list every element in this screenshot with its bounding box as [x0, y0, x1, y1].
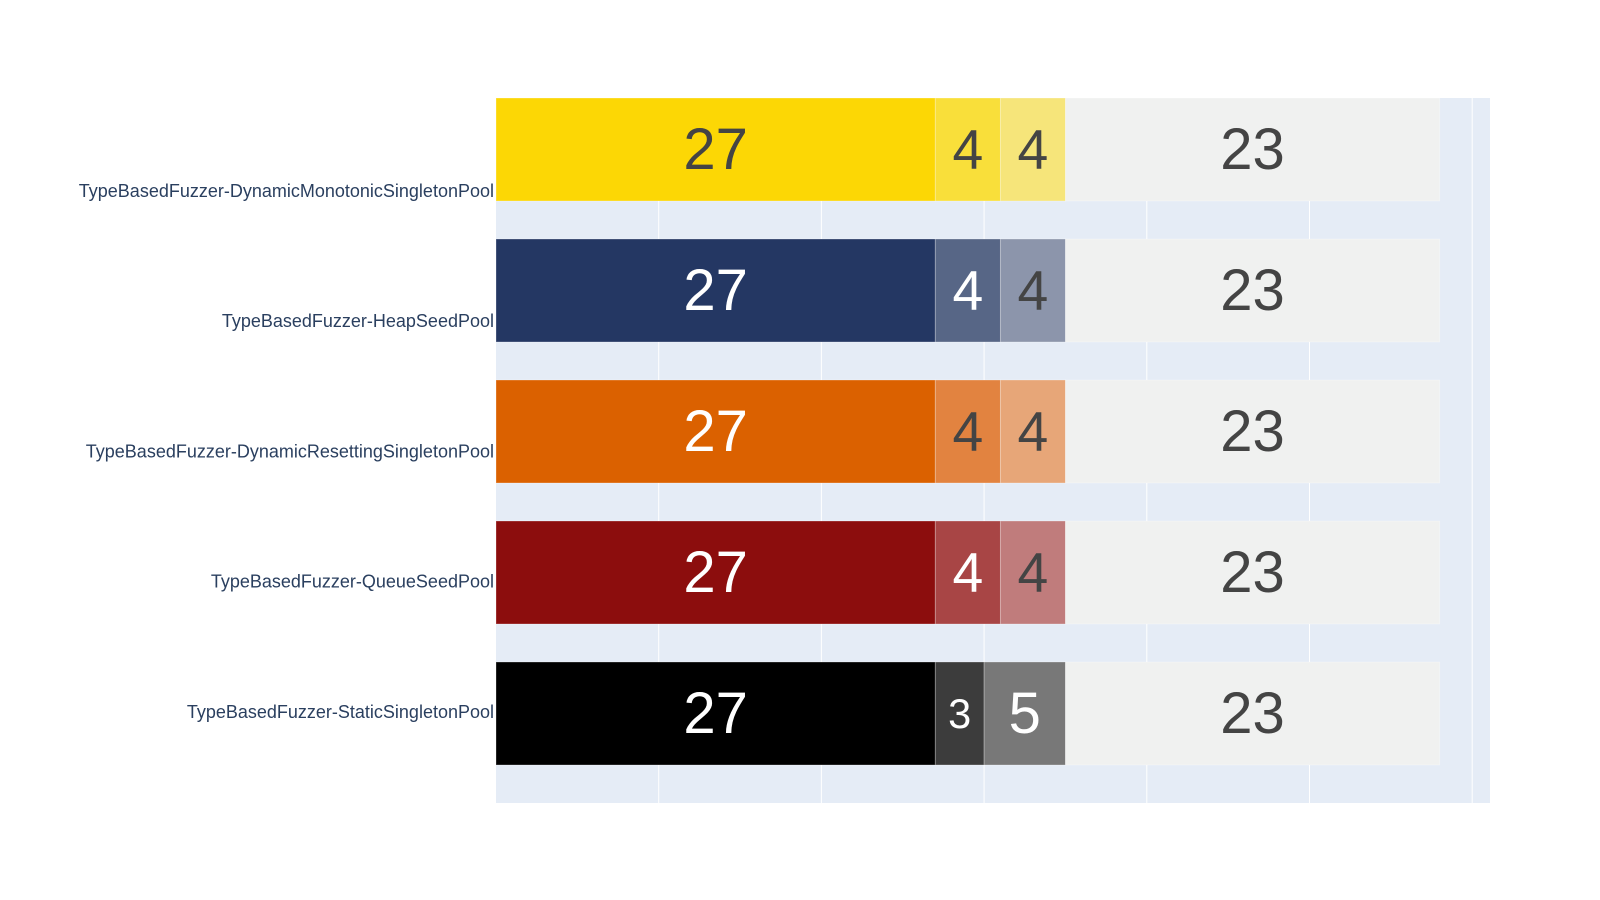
bar-value-label: 3: [948, 690, 971, 737]
bar-segment: [1065, 520, 1441, 625]
bar-value-label: 4: [1018, 542, 1049, 604]
bar-segment: [934, 97, 1001, 202]
bar-segment: [495, 520, 936, 625]
bar-segment: [934, 379, 1001, 484]
bar-segment: [999, 238, 1066, 343]
bar-segment: [934, 520, 1001, 625]
y-tick-label: TypeBasedFuzzer-DynamicMonotonicSingleto…: [79, 181, 494, 201]
bars: [495, 97, 1441, 766]
bar-segment: [1065, 379, 1441, 484]
bar-value-label: 27: [683, 117, 748, 182]
bar-value-label: 23: [1220, 258, 1285, 323]
bar-segment: [934, 661, 985, 766]
bar-segment: [495, 661, 936, 766]
bar-value-label: 4: [952, 401, 983, 463]
bar-segment: [999, 97, 1066, 202]
bar-segment: [999, 379, 1066, 484]
bar-value-label: 23: [1220, 540, 1285, 605]
bar-value-label: 23: [1220, 117, 1285, 182]
y-tick-label: TypeBasedFuzzer-StaticSingletonPool: [187, 702, 494, 722]
y-axis-tick-labels: TypeBasedFuzzer-DynamicMonotonicSingleto…: [79, 181, 494, 722]
bar-value-label: 23: [1220, 399, 1285, 464]
bar-segment: [1065, 238, 1441, 343]
bar-value-label: 4: [1018, 401, 1049, 463]
bar-segment: [1065, 661, 1441, 766]
bar-segment: [983, 661, 1066, 766]
bar-segment: [999, 520, 1066, 625]
bar-value-label: 27: [683, 258, 748, 323]
bar-value-label: 27: [683, 681, 748, 746]
bar-value-label: 4: [952, 542, 983, 604]
bar-segment: [1065, 97, 1441, 202]
bar-value-label: 23: [1220, 681, 1285, 746]
bar-segment: [934, 238, 1001, 343]
bar-segment: [495, 379, 936, 484]
bar-value-label: 4: [952, 119, 983, 181]
bar-segment: [495, 238, 936, 343]
y-tick-label: TypeBasedFuzzer-QueueSeedPool: [211, 572, 494, 592]
bar-value-label: 4: [952, 260, 983, 322]
bar-value-label: 4: [1018, 260, 1049, 322]
bar-value-label: 4: [1018, 119, 1049, 181]
y-tick-label: TypeBasedFuzzer-HeapSeedPool: [222, 311, 494, 331]
bar-value-label: 27: [683, 399, 748, 464]
bar-value-label: 5: [1009, 681, 1041, 746]
y-tick-label: TypeBasedFuzzer-DynamicResettingSingleto…: [86, 441, 494, 461]
bar-value-label: 27: [683, 540, 748, 605]
